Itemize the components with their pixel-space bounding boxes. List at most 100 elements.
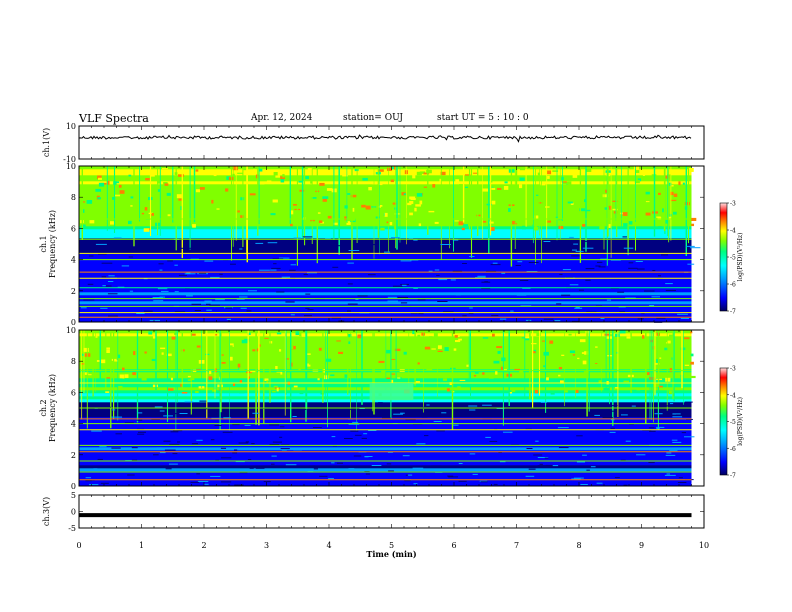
spectrogram-noise xyxy=(318,244,326,246)
spectrogram-noise xyxy=(560,301,565,303)
spectrogram-speckle xyxy=(260,189,267,192)
spectrogram-speckle xyxy=(586,219,592,223)
spectrogram-noise xyxy=(663,405,670,407)
spectrogram-noise xyxy=(236,298,245,300)
spectrogram-noise xyxy=(280,448,290,450)
spectrogram-speckle xyxy=(81,201,86,203)
spectrogram-speckle xyxy=(287,205,290,209)
spectrogram-speckle xyxy=(345,344,349,348)
spectrogram-speckle xyxy=(645,191,650,195)
spectrogram-noise xyxy=(247,459,252,460)
spectrogram-noise xyxy=(649,430,656,432)
spectrogram-speckle xyxy=(617,339,620,344)
spectrogram-speckle xyxy=(250,370,257,373)
spectrogram-noise xyxy=(671,439,678,441)
spectrogram-speckle xyxy=(446,388,450,392)
spectrogram-noise xyxy=(303,274,308,276)
spectrogram-noise xyxy=(87,283,94,285)
spectrogram-noise xyxy=(133,469,142,471)
spectrogram-speckle xyxy=(232,383,236,386)
spectrogram-noise xyxy=(239,472,248,474)
colorbar-tick-label: -7 xyxy=(730,309,736,316)
spectrogram-speckle xyxy=(146,381,150,384)
spectrogram-noise xyxy=(545,405,549,407)
spectrogram-speckle xyxy=(226,197,231,202)
spectrogram-noise xyxy=(347,303,358,305)
spectrogram-noise xyxy=(368,430,377,431)
spectrogram-noise xyxy=(220,457,232,459)
spectrogram-speckle xyxy=(577,357,580,360)
spectrogram-speckle xyxy=(211,199,214,204)
spectrogram-noise xyxy=(410,312,418,314)
spectrogram-band xyxy=(79,414,692,418)
spectrogram-speckle xyxy=(305,353,311,355)
spectrogram-speckle xyxy=(568,333,572,336)
spectrogram-band xyxy=(79,366,692,370)
spectrogram-noise xyxy=(431,465,442,467)
spectrogram-speckle xyxy=(414,207,417,212)
spectrogram-speckle xyxy=(89,220,95,224)
spectrogram-speckle xyxy=(387,167,393,171)
spectrogram-noise xyxy=(499,461,506,463)
spectrogram-speckle xyxy=(116,181,120,184)
spectrogram-noise xyxy=(602,417,613,418)
spectrogram-noise xyxy=(259,269,270,271)
spectrogram-speckle xyxy=(601,192,606,195)
spectrogram-noise xyxy=(108,281,114,282)
spectrogram-speckle xyxy=(311,197,317,199)
spectrogram-noise xyxy=(566,413,575,415)
spectrogram-speckle xyxy=(148,331,153,335)
spectrogram-speckle xyxy=(305,176,309,180)
spectrogram-speckle xyxy=(690,353,694,357)
spectrogram-noise xyxy=(255,242,264,244)
spectrogram-noise xyxy=(635,261,643,262)
spectrogram-noise xyxy=(296,408,307,410)
spectrogram-noise xyxy=(526,271,538,272)
spectrogram-noise xyxy=(584,240,591,242)
spectrogram-noise xyxy=(83,299,95,301)
colorbar-label: log(PSD)(V²/Hz) xyxy=(737,233,744,282)
spectrogram-band xyxy=(79,453,692,457)
spectrogram-speckle xyxy=(80,224,86,229)
x-tick-label: 7 xyxy=(514,541,519,550)
spectrogram-speckle xyxy=(108,206,113,208)
spectrogram-noise xyxy=(468,312,474,314)
spectrogram-speckle xyxy=(491,200,496,205)
spectrogram-speckle xyxy=(359,363,363,365)
spectrogram-band xyxy=(79,477,692,481)
spectrogram-noise xyxy=(348,423,360,425)
spectrogram-band xyxy=(79,280,692,284)
spectrogram-noise xyxy=(131,459,138,461)
spectrogram-noise xyxy=(210,439,215,441)
spectrogram-speckle xyxy=(318,220,323,223)
spectrogram-band xyxy=(79,447,692,451)
spectrogram-speckle xyxy=(95,382,101,386)
spectrogram-band xyxy=(79,310,692,314)
spectrogram-band xyxy=(79,187,692,191)
spectrogram-noise xyxy=(158,263,164,265)
spectrogram-band xyxy=(79,184,692,188)
spectrogram-noise xyxy=(337,408,344,410)
spectrogram-band xyxy=(79,181,692,185)
spectrogram-noise xyxy=(554,320,561,322)
spectrogram-speckle xyxy=(524,338,531,341)
spectrogram-speckle xyxy=(684,202,690,206)
spectrogram-noise xyxy=(214,425,222,426)
spectrogram-speckle xyxy=(584,199,587,203)
spectrogram-band xyxy=(79,271,692,275)
spectrogram-speckle xyxy=(199,187,205,190)
spectrogram-speckle xyxy=(372,183,378,185)
spectrogram-speckle xyxy=(624,348,627,351)
spectrogram-noise xyxy=(348,250,360,251)
spectrogram-noise xyxy=(164,449,176,451)
spectrogram-speckle xyxy=(195,169,199,172)
spectrogram-noise xyxy=(127,474,135,476)
spectrogram-noise xyxy=(292,416,297,417)
spectrogram-noise xyxy=(272,258,284,260)
spectrogram-noise xyxy=(344,438,353,439)
ch1-waveform-line xyxy=(78,134,692,143)
spectrogram-speckle xyxy=(531,343,537,345)
spectrogram-noise xyxy=(571,320,580,322)
spectrogram-noise xyxy=(113,237,122,239)
spectrogram-speckle xyxy=(308,362,313,365)
